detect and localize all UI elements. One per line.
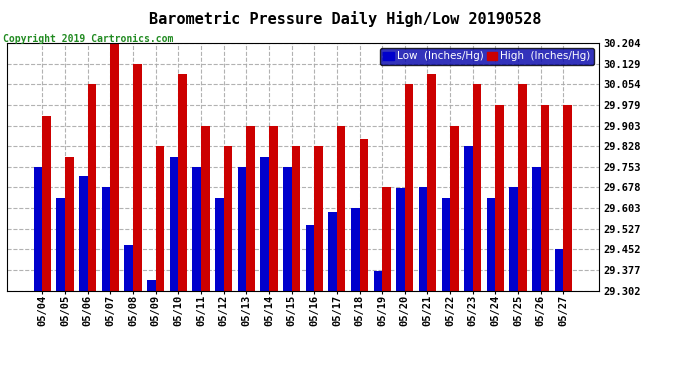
Bar: [509, 188, 518, 291]
Bar: [564, 105, 572, 291]
Bar: [518, 84, 526, 291]
Bar: [382, 188, 391, 291]
Bar: [464, 146, 473, 291]
Bar: [306, 225, 314, 291]
Bar: [314, 146, 323, 291]
Bar: [532, 167, 541, 291]
Bar: [57, 198, 65, 291]
Bar: [88, 84, 97, 291]
Bar: [124, 244, 133, 291]
Bar: [473, 84, 482, 291]
Bar: [450, 126, 459, 291]
Bar: [442, 198, 450, 291]
Bar: [170, 157, 178, 291]
Bar: [428, 74, 436, 291]
Bar: [283, 167, 292, 291]
Bar: [405, 84, 413, 291]
Bar: [42, 116, 51, 291]
Bar: [419, 188, 428, 291]
Bar: [147, 280, 156, 291]
Bar: [201, 126, 210, 291]
Bar: [269, 126, 277, 291]
Bar: [359, 140, 368, 291]
Bar: [495, 105, 504, 291]
Bar: [328, 211, 337, 291]
Text: Barometric Pressure Daily High/Low 20190528: Barometric Pressure Daily High/Low 20190…: [149, 11, 541, 27]
Bar: [101, 188, 110, 291]
Bar: [373, 271, 382, 291]
Bar: [246, 126, 255, 291]
Bar: [156, 146, 164, 291]
Bar: [65, 157, 74, 291]
Bar: [237, 167, 246, 291]
Bar: [292, 146, 300, 291]
Bar: [541, 105, 549, 291]
Bar: [79, 176, 88, 291]
Bar: [178, 74, 187, 291]
Bar: [193, 167, 201, 291]
Bar: [351, 208, 359, 291]
Bar: [396, 188, 405, 291]
Text: Copyright 2019 Cartronics.com: Copyright 2019 Cartronics.com: [3, 34, 174, 44]
Bar: [260, 157, 269, 291]
Bar: [34, 167, 42, 291]
Bar: [555, 249, 564, 291]
Legend: Low  (Inches/Hg), High  (Inches/Hg): Low (Inches/Hg), High (Inches/Hg): [380, 48, 593, 64]
Bar: [110, 43, 119, 291]
Bar: [487, 198, 495, 291]
Bar: [224, 146, 233, 291]
Bar: [215, 198, 224, 291]
Bar: [337, 126, 346, 291]
Bar: [133, 64, 141, 291]
